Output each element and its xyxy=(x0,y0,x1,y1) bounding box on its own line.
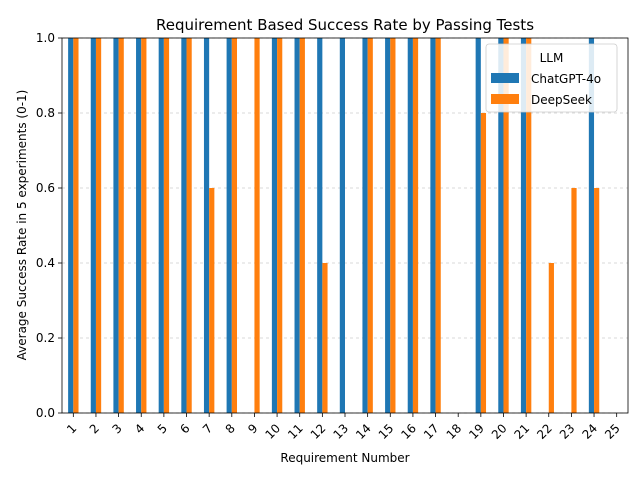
bar-deepseek-9 xyxy=(254,38,260,413)
y-tick-label: 1.0 xyxy=(36,31,55,45)
bars xyxy=(68,38,600,413)
bar-deepseek-3 xyxy=(118,38,124,413)
y-tick-label: 0.0 xyxy=(36,406,55,420)
bar-deepseek-17 xyxy=(435,38,441,413)
x-tick-label: 15 xyxy=(376,421,397,442)
x-tick-label: 8 xyxy=(223,421,238,436)
bar-chatgpt-4o-17 xyxy=(430,38,436,413)
bar-chatgpt-4o-20 xyxy=(498,38,504,413)
bar-chatgpt-4o-1 xyxy=(68,38,74,413)
bar-deepseek-7 xyxy=(209,188,215,413)
bar-chatgpt-4o-14 xyxy=(362,38,368,413)
bar-deepseek-20 xyxy=(503,38,509,413)
bar-deepseek-12 xyxy=(322,263,328,413)
bar-deepseek-15 xyxy=(390,38,396,413)
bar-deepseek-4 xyxy=(141,38,147,413)
bar-deepseek-10 xyxy=(277,38,283,413)
x-tick-label: 19 xyxy=(466,421,487,442)
x-tick-label: 16 xyxy=(398,421,419,442)
x-tick-label: 14 xyxy=(353,421,374,442)
bar-deepseek-5 xyxy=(163,38,170,413)
x-tick-label: 6 xyxy=(177,421,192,436)
bar-deepseek-8 xyxy=(231,38,237,413)
y-axis-label: Average Success Rate in 5 experiments (0… xyxy=(15,90,29,361)
bar-chatgpt-4o-15 xyxy=(385,38,391,413)
legend-label: DeepSeek xyxy=(531,93,592,107)
bar-chatgpt-4o-21 xyxy=(520,38,527,413)
bar-chatgpt-4o-19 xyxy=(475,38,481,413)
bar-chatgpt-4o-5 xyxy=(158,38,164,413)
x-tick-label: 24 xyxy=(579,421,600,442)
x-tick-label: 25 xyxy=(602,421,623,442)
legend-label: ChatGPT-4o xyxy=(531,72,601,86)
legend-swatch-deepseek xyxy=(491,94,519,104)
x-tick-label: 11 xyxy=(285,421,306,442)
x-tick-label: 17 xyxy=(421,421,442,442)
bar-chatgpt-4o-6 xyxy=(181,38,187,413)
bar-chatgpt-4o-4 xyxy=(136,38,142,413)
x-tick-label: 1 xyxy=(64,421,79,436)
y-tick-label: 0.8 xyxy=(36,106,55,120)
bar-chatgpt-4o-16 xyxy=(407,38,413,413)
x-tick-label: 20 xyxy=(489,421,510,442)
bar-chatgpt-4o-13 xyxy=(339,38,345,413)
bar-deepseek-19 xyxy=(480,113,487,413)
bar-deepseek-6 xyxy=(186,38,192,413)
y-tick-label: 0.2 xyxy=(36,331,55,345)
bar-chatgpt-4o-12 xyxy=(317,38,323,413)
x-tick-label: 18 xyxy=(444,421,465,442)
bar-chatgpt-4o-24 xyxy=(588,38,595,413)
x-tick-label: 12 xyxy=(308,421,329,442)
x-tick-label: 5 xyxy=(155,421,170,436)
legend-swatch-chatgpt-4o xyxy=(491,73,519,83)
bar-chatgpt-4o-10 xyxy=(271,38,278,413)
x-tick-label: 23 xyxy=(557,421,578,442)
bar-deepseek-14 xyxy=(367,38,373,413)
legend: LLM ChatGPT-4o DeepSeek xyxy=(485,43,618,113)
chart-title: Requirement Based Success Rate by Passin… xyxy=(156,16,534,34)
bar-chatgpt-4o-8 xyxy=(226,38,232,413)
bar-deepseek-11 xyxy=(299,38,305,413)
x-tick-label: 9 xyxy=(245,421,260,436)
bar-deepseek-16 xyxy=(412,38,419,413)
bar-chatgpt-4o-3 xyxy=(113,38,119,413)
y-tick-label: 0.4 xyxy=(36,256,55,270)
plot-frame xyxy=(61,37,629,414)
x-tick-label: 4 xyxy=(132,421,147,436)
bar-chatgpt-4o-2 xyxy=(90,38,96,413)
bar-chatgpt-4o-11 xyxy=(294,38,300,413)
x-tick-label: 21 xyxy=(512,421,533,442)
bar-deepseek-1 xyxy=(73,38,79,413)
y-tick-label: 0.6 xyxy=(36,181,55,195)
x-tick-label: 10 xyxy=(262,421,283,442)
bar-chatgpt-4o-7 xyxy=(203,38,210,413)
bar-deepseek-2 xyxy=(95,38,102,413)
bar-deepseek-22 xyxy=(548,263,554,413)
legend-title: LLM xyxy=(540,51,564,65)
x-tick-label: 7 xyxy=(200,421,215,436)
x-tick-label: 3 xyxy=(109,421,124,436)
bar-deepseek-24 xyxy=(594,188,600,413)
bar-deepseek-23 xyxy=(571,188,577,413)
x-tick-label: 13 xyxy=(330,421,351,442)
x-tick-label: 22 xyxy=(534,421,555,442)
bar-deepseek-21 xyxy=(526,38,532,413)
x-tick-label: 2 xyxy=(87,421,102,436)
x-axis-label: Requirement Number xyxy=(280,451,409,465)
